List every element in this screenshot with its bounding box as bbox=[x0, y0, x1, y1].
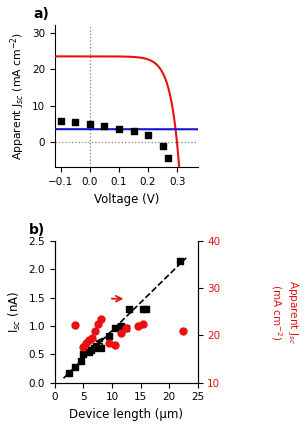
Point bbox=[118, 330, 123, 336]
Point bbox=[124, 325, 129, 332]
Point bbox=[146, 131, 150, 138]
Point bbox=[87, 120, 92, 127]
Point bbox=[141, 320, 146, 327]
Y-axis label: Apparent J$_{sc}$ (mA cm$^{-2}$): Apparent J$_{sc}$ (mA cm$^{-2}$) bbox=[8, 33, 26, 160]
Point bbox=[178, 257, 183, 264]
Point bbox=[72, 363, 77, 370]
Y-axis label: I$_{sc}$ (nA): I$_{sc}$ (nA) bbox=[7, 291, 23, 333]
Point bbox=[94, 342, 99, 349]
Point bbox=[87, 337, 91, 344]
Point bbox=[78, 358, 83, 365]
Point bbox=[135, 323, 140, 330]
Point bbox=[87, 348, 91, 355]
Point bbox=[144, 306, 149, 312]
Point bbox=[98, 344, 103, 351]
X-axis label: Voltage (V): Voltage (V) bbox=[94, 193, 159, 206]
Point bbox=[107, 339, 111, 346]
Text: a): a) bbox=[33, 7, 49, 21]
Point bbox=[112, 324, 117, 331]
Point bbox=[118, 323, 123, 330]
X-axis label: Device length (μm): Device length (μm) bbox=[69, 408, 183, 421]
Point bbox=[81, 351, 86, 358]
Point bbox=[117, 126, 122, 133]
Point bbox=[181, 327, 186, 334]
Point bbox=[88, 347, 93, 354]
Text: b): b) bbox=[29, 223, 45, 237]
Y-axis label: Apparent J$_{sc}$
(mA cm$^{-2}$): Apparent J$_{sc}$ (mA cm$^{-2}$) bbox=[269, 280, 300, 344]
Point bbox=[98, 315, 103, 322]
Point bbox=[124, 324, 129, 331]
Point bbox=[67, 369, 72, 376]
Point bbox=[92, 327, 97, 334]
Point bbox=[95, 320, 100, 327]
Point bbox=[73, 119, 78, 125]
Point bbox=[81, 344, 86, 351]
Point bbox=[160, 142, 165, 149]
Point bbox=[131, 128, 136, 134]
Point bbox=[91, 344, 96, 351]
Point bbox=[72, 321, 77, 328]
Point bbox=[166, 155, 171, 162]
Point bbox=[112, 342, 117, 348]
Point bbox=[58, 117, 63, 124]
Point bbox=[102, 122, 107, 129]
Point bbox=[141, 306, 146, 312]
Point bbox=[107, 333, 111, 340]
Point bbox=[90, 334, 95, 341]
Point bbox=[84, 339, 89, 346]
Point bbox=[127, 306, 132, 312]
